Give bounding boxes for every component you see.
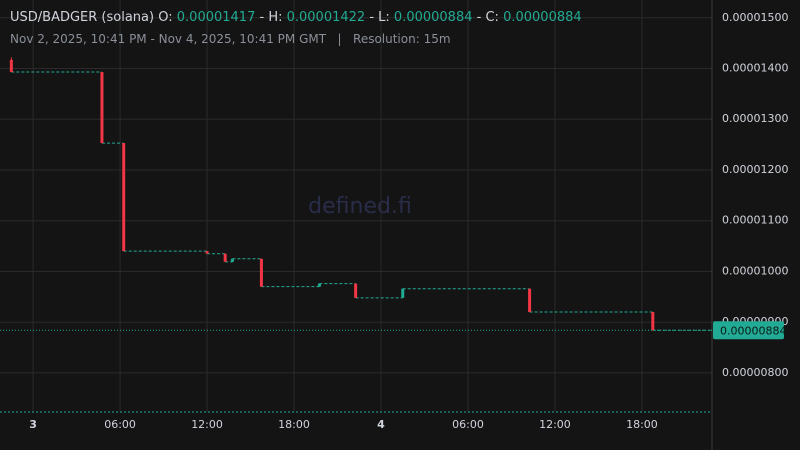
x-tick-label: 06:00 bbox=[452, 418, 484, 431]
candle-body bbox=[100, 72, 104, 144]
title: USD/BADGER (solana) bbox=[10, 10, 155, 25]
ohlc-key: L: bbox=[378, 10, 390, 25]
candle-body bbox=[651, 312, 655, 331]
last-price-label: 0.00000884 bbox=[720, 324, 786, 337]
last-price-tag bbox=[713, 321, 784, 340]
resolution: Resolution: 15m bbox=[353, 32, 451, 46]
ohlc-value: 0.00001417 bbox=[176, 10, 256, 25]
ohlc-key: H: bbox=[268, 10, 283, 25]
y-tick-label: 0.00001500 bbox=[722, 11, 788, 24]
candle-body bbox=[401, 288, 405, 298]
x-tick-label: 4 bbox=[377, 418, 385, 431]
y-tick-label: 0.00000800 bbox=[722, 366, 788, 379]
ohlc-value: 0.00000884 bbox=[503, 10, 582, 25]
x-tick-label: 06:00 bbox=[104, 418, 136, 431]
candle-body bbox=[230, 258, 234, 262]
ohlc-value: 0.00001422 bbox=[286, 10, 366, 25]
ohlc-value: 0.00000884 bbox=[393, 10, 473, 25]
candle-body bbox=[205, 251, 209, 254]
candle-body bbox=[9, 59, 13, 73]
x-tick-label: 3 bbox=[29, 418, 37, 431]
ohlc-key: C: bbox=[485, 10, 499, 25]
candle-body bbox=[259, 258, 263, 287]
candle-body bbox=[528, 288, 532, 313]
candle-body bbox=[317, 283, 321, 287]
x-tick-label: 12:00 bbox=[191, 418, 223, 431]
y-tick-label: 0.00001400 bbox=[722, 61, 788, 74]
separator: | bbox=[337, 32, 342, 46]
y-tick-label: 0.00001100 bbox=[722, 214, 788, 227]
subheader: Nov 2, 2025, 10:41 PM - Nov 4, 2025, 10:… bbox=[10, 32, 451, 46]
y-tick-label: 0.00001000 bbox=[722, 264, 788, 277]
y-tick-label: 0.00001200 bbox=[722, 163, 788, 176]
watermark: defined.fi bbox=[308, 194, 412, 219]
x-tick-label: 18:00 bbox=[626, 418, 658, 431]
candle-body bbox=[122, 143, 126, 252]
candle-body bbox=[223, 253, 227, 262]
ohlc-key: O: bbox=[158, 10, 173, 25]
range: Nov 2, 2025, 10:41 PM - Nov 4, 2025, 10:… bbox=[10, 32, 327, 46]
y-tick-label: 0.00001300 bbox=[722, 112, 788, 125]
header: USD/BADGER (solana) O: 0.00001417 - H: 0… bbox=[10, 10, 582, 25]
x-tick-label: 18:00 bbox=[278, 418, 310, 431]
candle-body bbox=[354, 283, 358, 298]
x-tick-label: 12:00 bbox=[539, 418, 571, 431]
